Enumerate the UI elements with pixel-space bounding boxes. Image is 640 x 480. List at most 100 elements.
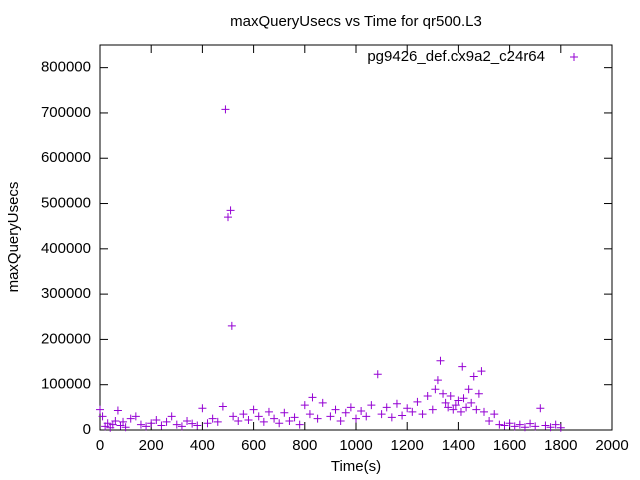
- point: [275, 419, 284, 428]
- point: [451, 401, 460, 410]
- point: [500, 421, 509, 430]
- point: [136, 420, 145, 429]
- point: [152, 416, 161, 425]
- x-tick-label: 0: [96, 437, 104, 454]
- x-tick-label: 1200: [391, 437, 424, 454]
- point: [505, 419, 514, 428]
- point: [472, 405, 481, 414]
- point: [449, 405, 458, 414]
- y-tick-label: 200000: [41, 330, 91, 347]
- point: [436, 356, 445, 365]
- legend-marker: [570, 53, 578, 61]
- point: [280, 408, 289, 417]
- point: [387, 413, 396, 422]
- point: [441, 398, 450, 407]
- point: [495, 420, 504, 429]
- point: [295, 420, 304, 429]
- y-tick-label: 0: [83, 421, 91, 438]
- point: [346, 403, 355, 412]
- point: [341, 408, 350, 417]
- point: [392, 399, 401, 408]
- point: [418, 410, 427, 419]
- point: [98, 412, 107, 421]
- point: [259, 417, 268, 426]
- point: [193, 421, 202, 430]
- point: [300, 401, 309, 410]
- point: [224, 213, 232, 222]
- point: [456, 407, 465, 416]
- point: [103, 419, 112, 428]
- point: [142, 422, 151, 431]
- point: [177, 422, 186, 431]
- point: [413, 397, 422, 406]
- point: [239, 410, 248, 419]
- point: [305, 410, 314, 419]
- point: [377, 410, 386, 419]
- point: [162, 417, 171, 426]
- point: [188, 419, 197, 428]
- point: [464, 385, 473, 394]
- point: [331, 405, 340, 414]
- point: [446, 392, 455, 401]
- point: [551, 420, 560, 429]
- point: [172, 420, 181, 429]
- x-tick-label: 1000: [339, 437, 372, 454]
- y-tick-label: 100000: [41, 376, 91, 393]
- point: [485, 416, 494, 425]
- point: [270, 414, 279, 423]
- point: [208, 414, 217, 423]
- y-tick-label: 700000: [41, 104, 91, 121]
- point: [249, 405, 258, 414]
- point: [458, 362, 467, 371]
- point: [541, 421, 550, 430]
- point: [531, 422, 540, 431]
- point: [203, 419, 212, 428]
- point: [226, 206, 235, 215]
- x-tick-label: 1600: [493, 437, 526, 454]
- point: [290, 413, 299, 422]
- point: [520, 423, 529, 432]
- point: [398, 411, 407, 420]
- chart-title: maxQueryUsecs vs Time for qr500.L3: [230, 13, 482, 30]
- point: [433, 376, 442, 385]
- x-tick-label: 1800: [544, 437, 577, 454]
- point: [167, 412, 176, 421]
- y-axis-label: maxQueryUsecs: [5, 182, 22, 293]
- point: [131, 412, 140, 421]
- point: [357, 406, 366, 415]
- point: [462, 403, 471, 412]
- x-tick-label: 800: [292, 437, 317, 454]
- point: [234, 416, 243, 425]
- point: [308, 393, 317, 402]
- point: [367, 401, 376, 410]
- legend-label: pg9426_def.cx9a2_c24r64: [367, 48, 545, 65]
- point: [221, 105, 230, 114]
- point: [326, 412, 335, 421]
- point: [352, 414, 360, 423]
- x-tick-label: 2000: [595, 437, 628, 454]
- point: [213, 417, 222, 426]
- point: [536, 404, 545, 413]
- point: [229, 412, 238, 421]
- point: [423, 392, 432, 401]
- point: [147, 419, 156, 428]
- point: [431, 385, 440, 394]
- point: [227, 321, 236, 330]
- point: [510, 422, 519, 431]
- point: [480, 407, 488, 416]
- point: [119, 417, 128, 426]
- point: [459, 394, 468, 403]
- point: [111, 416, 120, 425]
- point: [264, 407, 273, 416]
- point: [254, 412, 263, 421]
- point: [403, 404, 412, 413]
- point: [157, 421, 166, 430]
- point: [126, 414, 135, 423]
- point: [454, 396, 463, 405]
- point: [439, 389, 448, 398]
- point: [313, 414, 322, 423]
- point: [467, 398, 476, 407]
- point: [490, 410, 499, 419]
